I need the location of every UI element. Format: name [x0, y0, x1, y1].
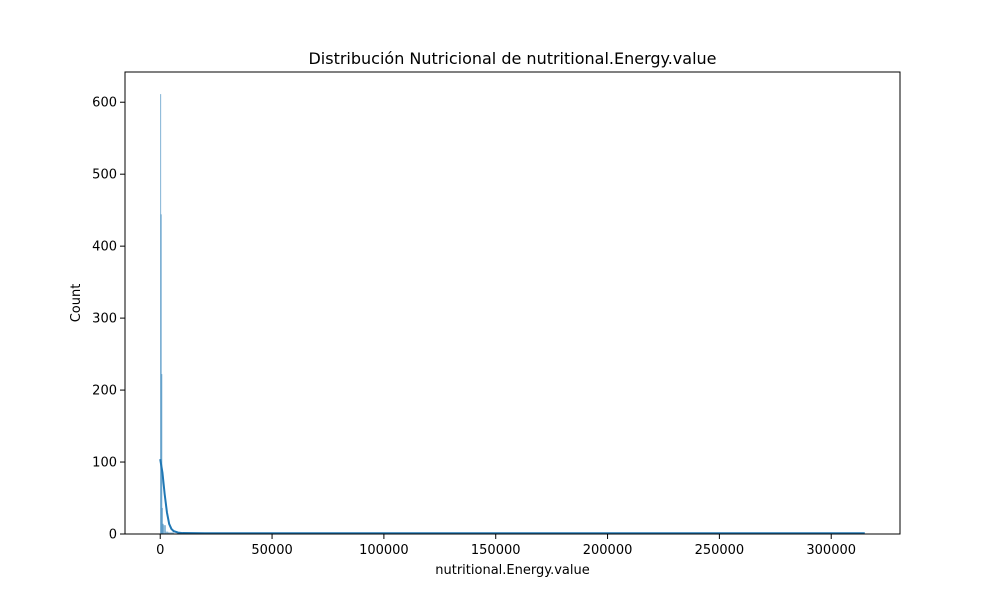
y-tick-label: 100 [92, 456, 117, 471]
y-axis: 0 100 200 300 400 500 600 [92, 96, 125, 543]
x-tick-label: 0 [156, 543, 164, 558]
x-axis-label: nutritional.Energy.value [435, 563, 589, 578]
y-tick-label: 0 [109, 528, 117, 543]
histogram-bar [162, 523, 164, 535]
y-tick-label: 600 [92, 96, 117, 111]
y-tick-label: 500 [92, 168, 117, 183]
x-tick-label: 50000 [251, 543, 292, 558]
chart-title: Distribución Nutricional de nutritional.… [308, 49, 716, 68]
x-tick-label: 100000 [359, 543, 409, 558]
x-tick-label: 150000 [471, 543, 521, 558]
y-tick-label: 400 [92, 240, 117, 255]
y-axis-label: Count [69, 284, 84, 323]
x-tick-label: 250000 [695, 543, 745, 558]
x-axis: 0 50000 100000 150000 200000 250000 300000 [156, 534, 856, 558]
x-tick-label: 200000 [583, 543, 633, 558]
y-tick-label: 200 [92, 384, 117, 399]
x-tick-label: 300000 [806, 543, 856, 558]
plot-area [159, 94, 865, 535]
plot-frame [124, 71, 901, 535]
kde-line [159, 458, 865, 535]
histogram-bar [163, 525, 166, 535]
y-tick-label: 300 [92, 312, 117, 327]
